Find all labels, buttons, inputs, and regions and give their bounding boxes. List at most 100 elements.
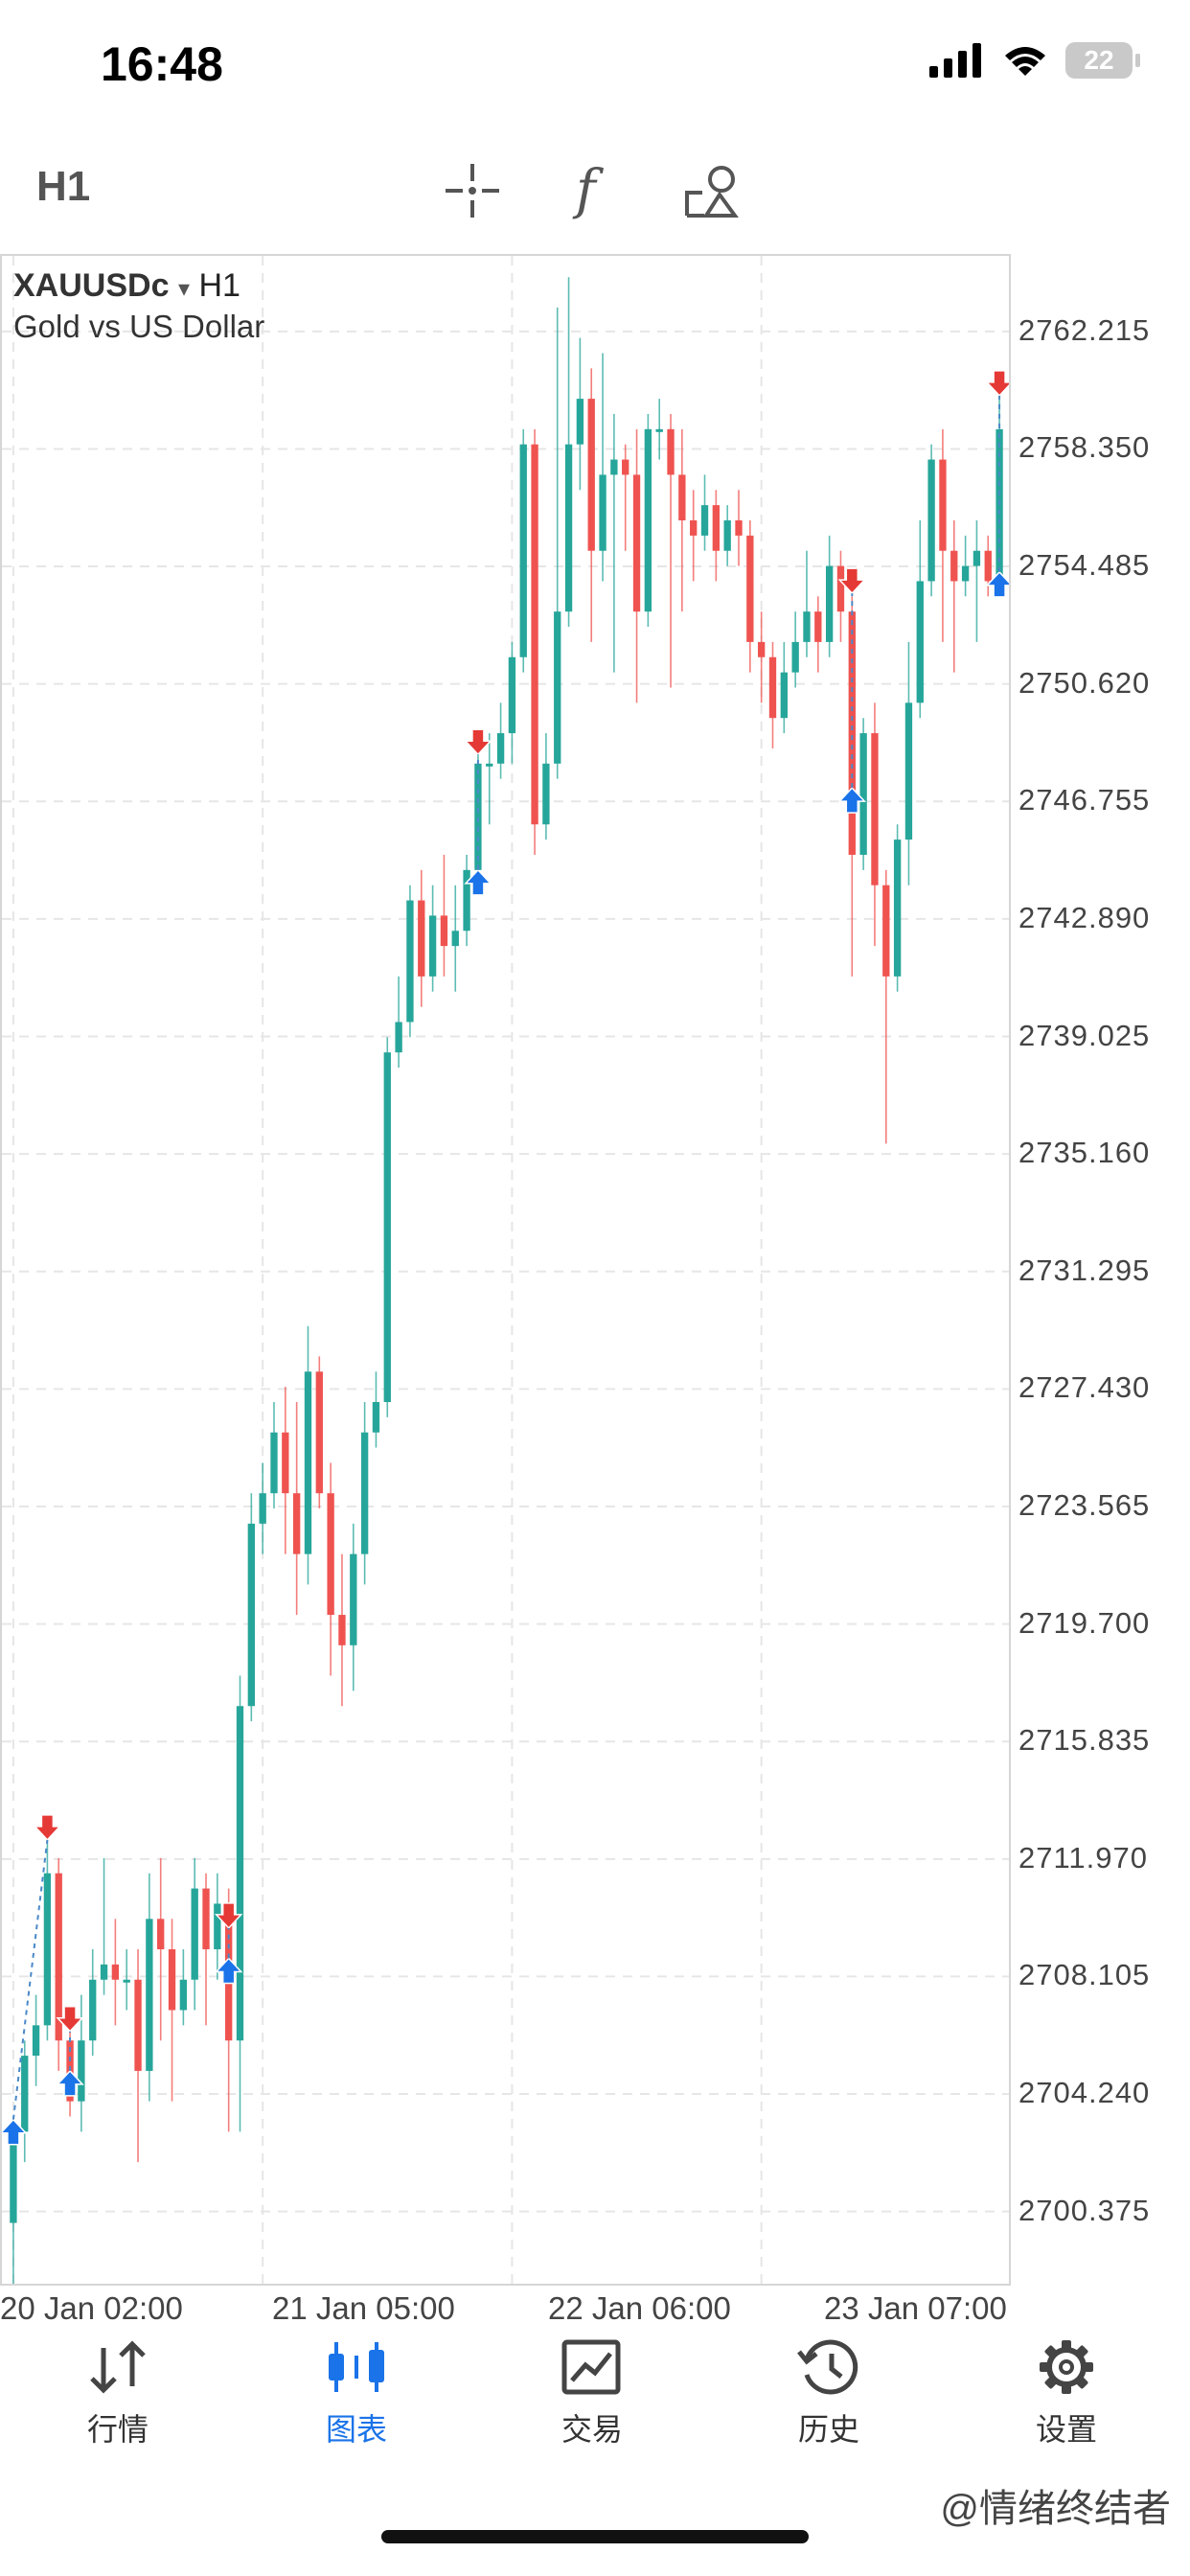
candle (825, 535, 834, 657)
tab-label: 历史 (797, 2412, 859, 2447)
chart-toolbar: H1 f (0, 144, 1190, 235)
candle (519, 428, 527, 673)
chart-area[interactable]: XAUUSDc ▾ H1 Gold vs US Dollar 2762.215 2… (0, 254, 1190, 2326)
candle (440, 854, 448, 977)
candle (735, 490, 743, 566)
price-tick-label: 2719.700 (1018, 1605, 1151, 1640)
tab-quotes[interactable]: 行情 (51, 2338, 185, 2450)
candle (247, 1493, 256, 1722)
candle (973, 520, 981, 642)
time-tick-label: 22 Jan 06:00 (548, 2290, 731, 2326)
candle (78, 1994, 85, 2132)
candle (678, 428, 686, 612)
candle (836, 550, 845, 642)
candle (780, 641, 788, 734)
candle (655, 399, 663, 460)
symbol-header[interactable]: XAUUSDc ▾ H1 (13, 267, 240, 305)
candle (723, 505, 731, 566)
time-tick-label: 23 Jan 07:00 (824, 2290, 1007, 2326)
tab-trade[interactable]: 交易 (525, 2338, 659, 2450)
chart-plot-frame[interactable]: XAUUSDc ▾ H1 Gold vs US Dollar (0, 254, 1011, 2286)
candle (451, 885, 459, 992)
candle (418, 869, 425, 1007)
candle (10, 2116, 17, 2284)
candle (564, 277, 573, 628)
symbol-timeframe: H1 (198, 267, 240, 304)
symbol-description: Gold vs US Dollar (13, 309, 265, 344)
history-clock-icon (797, 2339, 858, 2395)
timeframe-button[interactable]: H1 (36, 163, 91, 210)
tab-settings[interactable]: 设置 (999, 2338, 1133, 2450)
svg-text:f: f (572, 160, 605, 221)
candle (893, 824, 902, 992)
buy-arrow-marker (214, 1957, 243, 1985)
candle (791, 611, 799, 688)
candle (270, 1402, 278, 1509)
price-tick-label: 2715.835 (1018, 1723, 1151, 1758)
candle (882, 869, 890, 1144)
indicators-icon[interactable]: f (558, 157, 625, 224)
tab-label: 设置 (1035, 2412, 1097, 2447)
price-tick-label: 2731.295 (1018, 1253, 1151, 1287)
price-tick-label: 2735.160 (1018, 1136, 1151, 1170)
candle (486, 733, 493, 825)
candle (474, 748, 482, 886)
price-tick-label: 2739.025 (1018, 1018, 1151, 1052)
buy-arrow-marker (464, 868, 492, 896)
candle (712, 490, 721, 582)
sell-arrow-marker (837, 567, 867, 595)
price-tick-label: 2704.240 (1018, 2076, 1151, 2110)
buy-arrow-marker (2, 2118, 28, 2146)
tab-label: 图表 (325, 2412, 387, 2447)
symbol-name[interactable]: XAUUSDc (13, 267, 170, 304)
candle (746, 520, 754, 673)
candle (123, 1949, 130, 2011)
trade-line (11, 1839, 49, 2120)
candle (315, 1356, 323, 1509)
candlestick-chart[interactable] (2, 256, 1009, 2284)
candle (21, 2040, 29, 2163)
wifi-icon (1005, 47, 1045, 76)
candle (168, 1919, 176, 2102)
settings-gear-icon (1040, 2340, 1093, 2394)
candle (32, 1994, 40, 2086)
candle (89, 1949, 97, 2057)
candle (939, 428, 947, 642)
symbol-dropdown-icon[interactable]: ▾ (177, 276, 190, 302)
candle (327, 1462, 334, 1676)
candle (576, 337, 584, 491)
sell-arrow-marker (56, 2005, 84, 2033)
price-tick-label: 2746.755 (1018, 783, 1151, 817)
sell-arrow-marker (214, 1902, 243, 1929)
price-tick-label: 2727.430 (1018, 1370, 1151, 1405)
candle (259, 1462, 266, 1554)
candle (202, 1873, 210, 2026)
time-tick-label: 21 Jan 05:00 (272, 2290, 455, 2326)
status-icons: 22 (929, 42, 1140, 79)
candle (610, 413, 618, 673)
candle (632, 428, 641, 703)
price-tick-label: 2758.350 (1018, 430, 1151, 465)
candle (395, 976, 402, 1069)
candle (916, 520, 924, 719)
crosshair-icon[interactable] (439, 157, 506, 224)
tab-chart[interactable]: 图表 (289, 2338, 423, 2450)
candle (950, 520, 958, 673)
candle (984, 535, 992, 597)
price-tick-label: 2742.890 (1018, 900, 1151, 934)
candle (542, 733, 550, 840)
candle (995, 399, 1003, 597)
candle (768, 641, 777, 748)
candle (644, 413, 652, 628)
tab-label: 行情 (86, 2412, 149, 2447)
tab-history[interactable]: 历史 (762, 2338, 896, 2450)
objects-icon[interactable] (678, 157, 745, 224)
cellular-signal-icon (929, 43, 981, 78)
home-indicator[interactable] (381, 2530, 809, 2543)
battery-level: 22 (1084, 45, 1114, 75)
candle (428, 885, 437, 992)
candle (214, 1873, 221, 1980)
candle (871, 702, 879, 947)
candle (496, 702, 505, 779)
candle (463, 854, 470, 947)
